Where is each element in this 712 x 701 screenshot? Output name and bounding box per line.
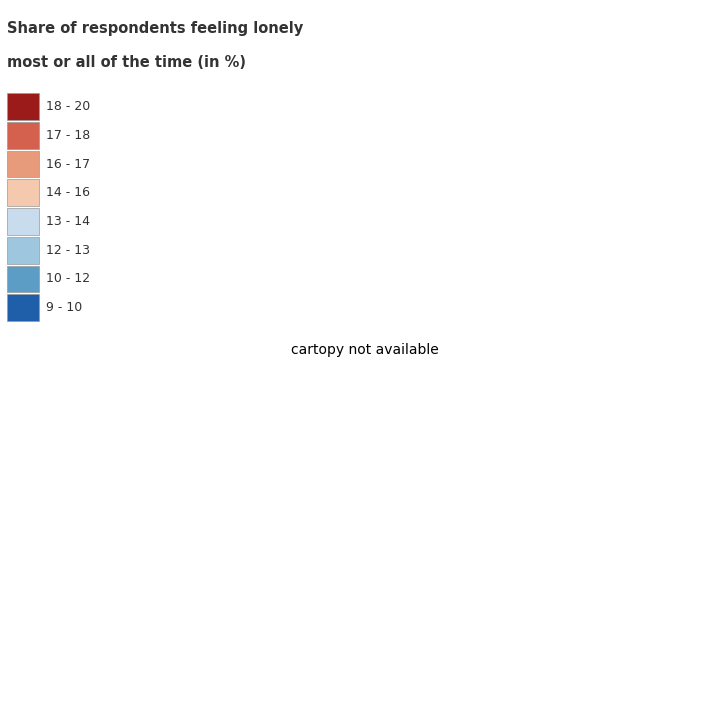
Text: 10 - 12: 10 - 12: [46, 273, 90, 285]
Text: 18 - 20: 18 - 20: [46, 100, 90, 113]
Text: 12 - 13: 12 - 13: [46, 244, 90, 257]
Text: cartopy not available: cartopy not available: [291, 343, 439, 357]
Text: 13 - 14: 13 - 14: [46, 215, 90, 228]
Text: 14 - 16: 14 - 16: [46, 186, 90, 199]
Text: Share of respondents feeling lonely: Share of respondents feeling lonely: [7, 21, 303, 36]
Text: 16 - 17: 16 - 17: [46, 158, 90, 170]
Text: 17 - 18: 17 - 18: [46, 129, 90, 142]
Text: most or all of the time (in %): most or all of the time (in %): [7, 55, 246, 69]
Text: 9 - 10: 9 - 10: [46, 301, 83, 314]
